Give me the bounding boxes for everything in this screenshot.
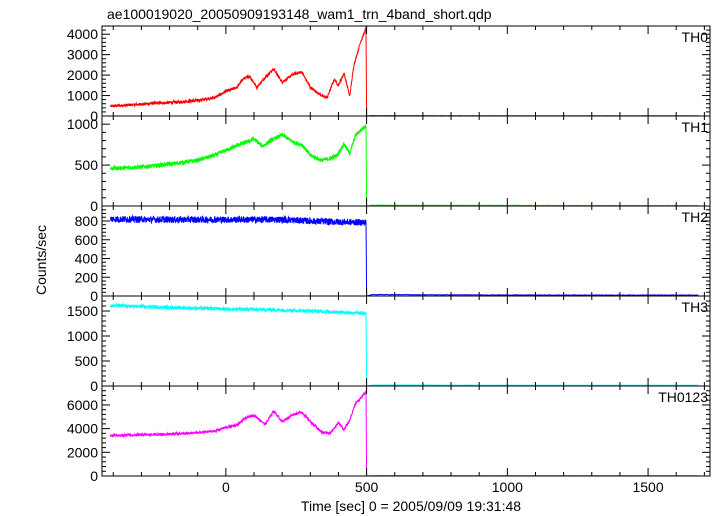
panel-frame — [101, 385, 711, 477]
series-line-th1 — [110, 124, 699, 207]
chart-title: ae100019020_20050909193148_wam1_trn_4ban… — [107, 6, 492, 22]
y-tick-label: 3000 — [67, 47, 98, 63]
panel-label-th0123: TH0123 — [658, 389, 708, 405]
y-tick-label: 1000 — [67, 88, 98, 104]
x-tick-label: 0 — [222, 479, 230, 495]
series-line-th2 — [109, 214, 699, 297]
series-line-th3 — [109, 302, 699, 387]
panel-label-th2: TH2 — [682, 209, 709, 225]
panel-th1: 0 500 1000 TH1 — [67, 115, 711, 214]
y-tick-label: 400 — [75, 251, 99, 267]
y-tick-label: 0 — [90, 108, 98, 124]
y-tick-label: 4000 — [67, 26, 98, 42]
panel-th3: 0 500 1000 1500 TH3 — [67, 295, 711, 394]
y-tick-label: 0 — [90, 288, 98, 304]
y-tick-label: 0 — [90, 198, 98, 214]
series-line-th0 — [109, 26, 699, 117]
y-tick-label: 600 — [75, 232, 99, 248]
x-tick-label: 500 — [355, 479, 379, 495]
y-tick-label: 500 — [75, 353, 99, 369]
panel-label-th3: TH3 — [682, 299, 709, 315]
x-axis-label: Time [sec] 0 = 2005/09/09 19:31:48 — [301, 498, 521, 514]
y-tick-label: 1000 — [67, 116, 98, 132]
panel-th0: 0 1000 2000 3000 4000 TH0 — [67, 25, 711, 124]
x-tick-label: 1000 — [492, 479, 523, 495]
y-tick-label: 500 — [75, 157, 99, 173]
panel-label-th0: TH0 — [682, 29, 709, 45]
y-tick-label: 0 — [90, 468, 98, 484]
y-tick-label: 2000 — [67, 444, 98, 460]
y-tick-label: 1000 — [67, 328, 98, 344]
y-tick-label: 800 — [75, 213, 99, 229]
y-tick-label: 2000 — [67, 67, 98, 83]
y-tick-label: 4000 — [67, 421, 98, 437]
panel-th0123: 0 2000 4000 6000 TH0123 — [67, 385, 711, 484]
y-tick-label: 6000 — [67, 397, 98, 413]
panel-label-th1: TH1 — [682, 119, 709, 135]
x-tick-label: 1500 — [632, 479, 663, 495]
y-axis-label: Counts/sec — [33, 225, 49, 295]
y-tick-label: 1500 — [67, 303, 98, 319]
y-tick-label: 200 — [75, 269, 99, 285]
y-tick-label: 0 — [90, 378, 98, 394]
panel-frame — [101, 25, 711, 117]
panel-th2: 0 200 400 600 800 TH2 — [75, 205, 711, 304]
series-line-th0123 — [109, 390, 699, 477]
